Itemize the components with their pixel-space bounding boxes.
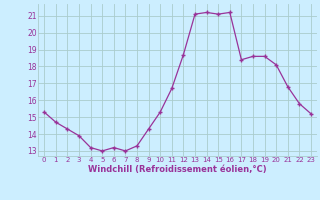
X-axis label: Windchill (Refroidissement éolien,°C): Windchill (Refroidissement éolien,°C) (88, 165, 267, 174)
